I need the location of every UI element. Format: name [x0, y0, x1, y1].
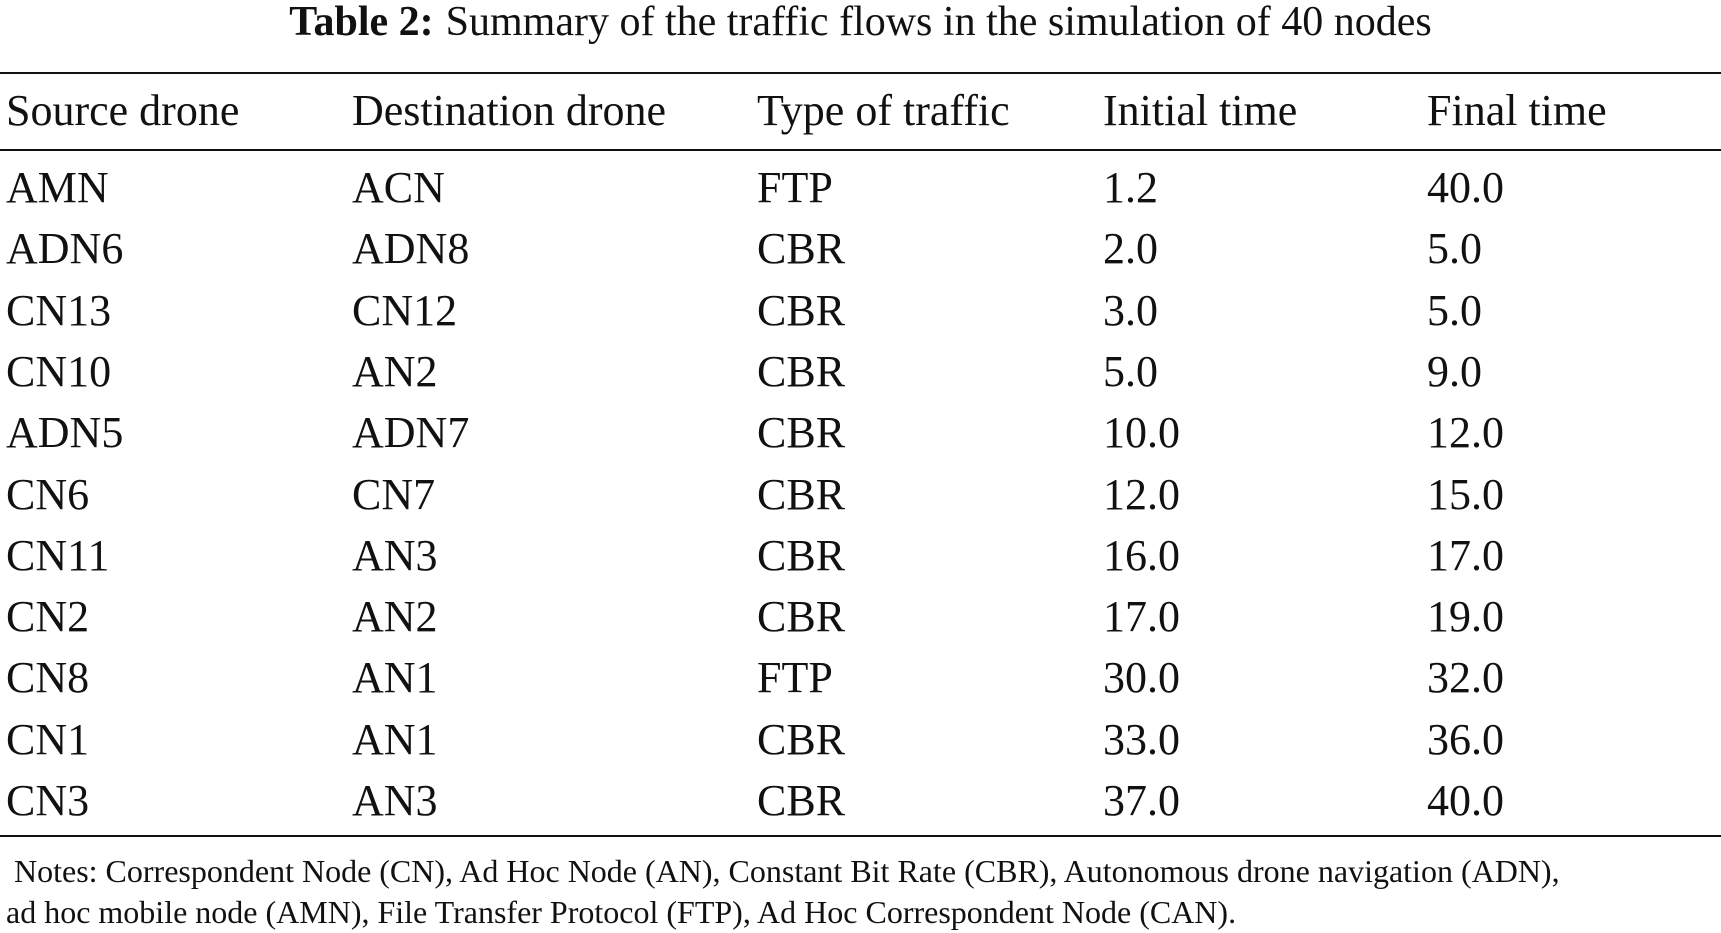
table-cell: CN10	[6, 346, 112, 396]
table-cell: CN12	[352, 285, 458, 335]
table-cell: 5.0	[1427, 285, 1482, 335]
table-cell: CBR	[757, 408, 846, 458]
table-cell: AN2	[352, 346, 438, 396]
table-cell: CBR	[757, 714, 846, 764]
table-cell: CN6	[6, 469, 90, 519]
table-cell: 12.0	[1427, 408, 1504, 458]
table-cell: 1.2	[1103, 163, 1158, 212]
table-cell: AN2	[352, 592, 438, 642]
table-caption: Table 2: Summary of the traffic flows in …	[0, 1, 1721, 43]
table-cell: 33.0	[1103, 714, 1180, 764]
table-cell: 40.0	[1427, 163, 1504, 212]
table-cell: 15.0	[1427, 469, 1504, 519]
table-cell: AN3	[352, 776, 438, 825]
table-cell: CN1	[6, 714, 90, 764]
table-cell: CN3	[6, 776, 90, 825]
table-cell: 2.0	[1103, 224, 1158, 274]
table-cell: ADN5	[6, 408, 124, 458]
header-cell: Type of traffic	[757, 86, 1010, 135]
table-cell: 10.0	[1103, 408, 1180, 458]
table-cell: 32.0	[1427, 653, 1504, 703]
table-cell: AN1	[352, 653, 438, 703]
table-cell: CBR	[757, 224, 846, 274]
top-rule	[0, 72, 1721, 74]
table-cell: AMN	[6, 163, 109, 212]
table-note: Notes: Correspondent Node (CN), Ad Hoc N…	[14, 853, 1560, 889]
header-cell: Source drone	[6, 86, 240, 135]
table-cell: CN2	[6, 592, 90, 642]
caption-text: Summary of the traffic flows in the simu…	[445, 0, 1432, 45]
table-cell: 3.0	[1103, 285, 1158, 335]
table-cell: 40.0	[1427, 776, 1504, 825]
table-cell: CBR	[757, 530, 846, 580]
table-cell: 17.0	[1103, 592, 1180, 642]
header-cell: Initial time	[1103, 86, 1298, 135]
header-cell: Destination drone	[352, 86, 667, 135]
table-cell: FTP	[757, 163, 833, 212]
table-cell: CBR	[757, 346, 846, 396]
table-cell: CN7	[352, 469, 436, 519]
table-cell: CBR	[757, 592, 846, 642]
table-cell: 19.0	[1427, 592, 1504, 642]
table-cell: 9.0	[1427, 346, 1482, 396]
table-cell: CN8	[6, 653, 90, 703]
table-cell: 12.0	[1103, 469, 1180, 519]
header-cell: Final time	[1427, 86, 1607, 135]
table-cell: ADN7	[352, 408, 470, 458]
table-note: ad hoc mobile node (AMN), File Transfer …	[6, 894, 1237, 930]
table-cell: AN1	[352, 714, 438, 764]
table-cell: 37.0	[1103, 776, 1180, 825]
table-cell: FTP	[757, 653, 833, 703]
table-cell: CN11	[6, 530, 110, 580]
table-cell: ACN	[352, 163, 445, 212]
table-cell: ADN6	[6, 224, 124, 274]
table-cell: CBR	[757, 776, 846, 825]
table-cell: 30.0	[1103, 653, 1180, 703]
header-rule	[0, 149, 1721, 151]
table-cell: 17.0	[1427, 530, 1504, 580]
table-cell: ADN8	[352, 224, 470, 274]
table-cell: 5.0	[1427, 224, 1482, 274]
table-cell: CN13	[6, 285, 112, 335]
bottom-rule	[0, 835, 1721, 837]
table-cell: AN3	[352, 530, 438, 580]
table-cell: CBR	[757, 469, 846, 519]
table-cell: 5.0	[1103, 346, 1158, 396]
caption-label: Table 2:	[289, 0, 434, 45]
table-cell: 36.0	[1427, 714, 1504, 764]
table-cell: 16.0	[1103, 530, 1180, 580]
table-cell: CBR	[757, 285, 846, 335]
